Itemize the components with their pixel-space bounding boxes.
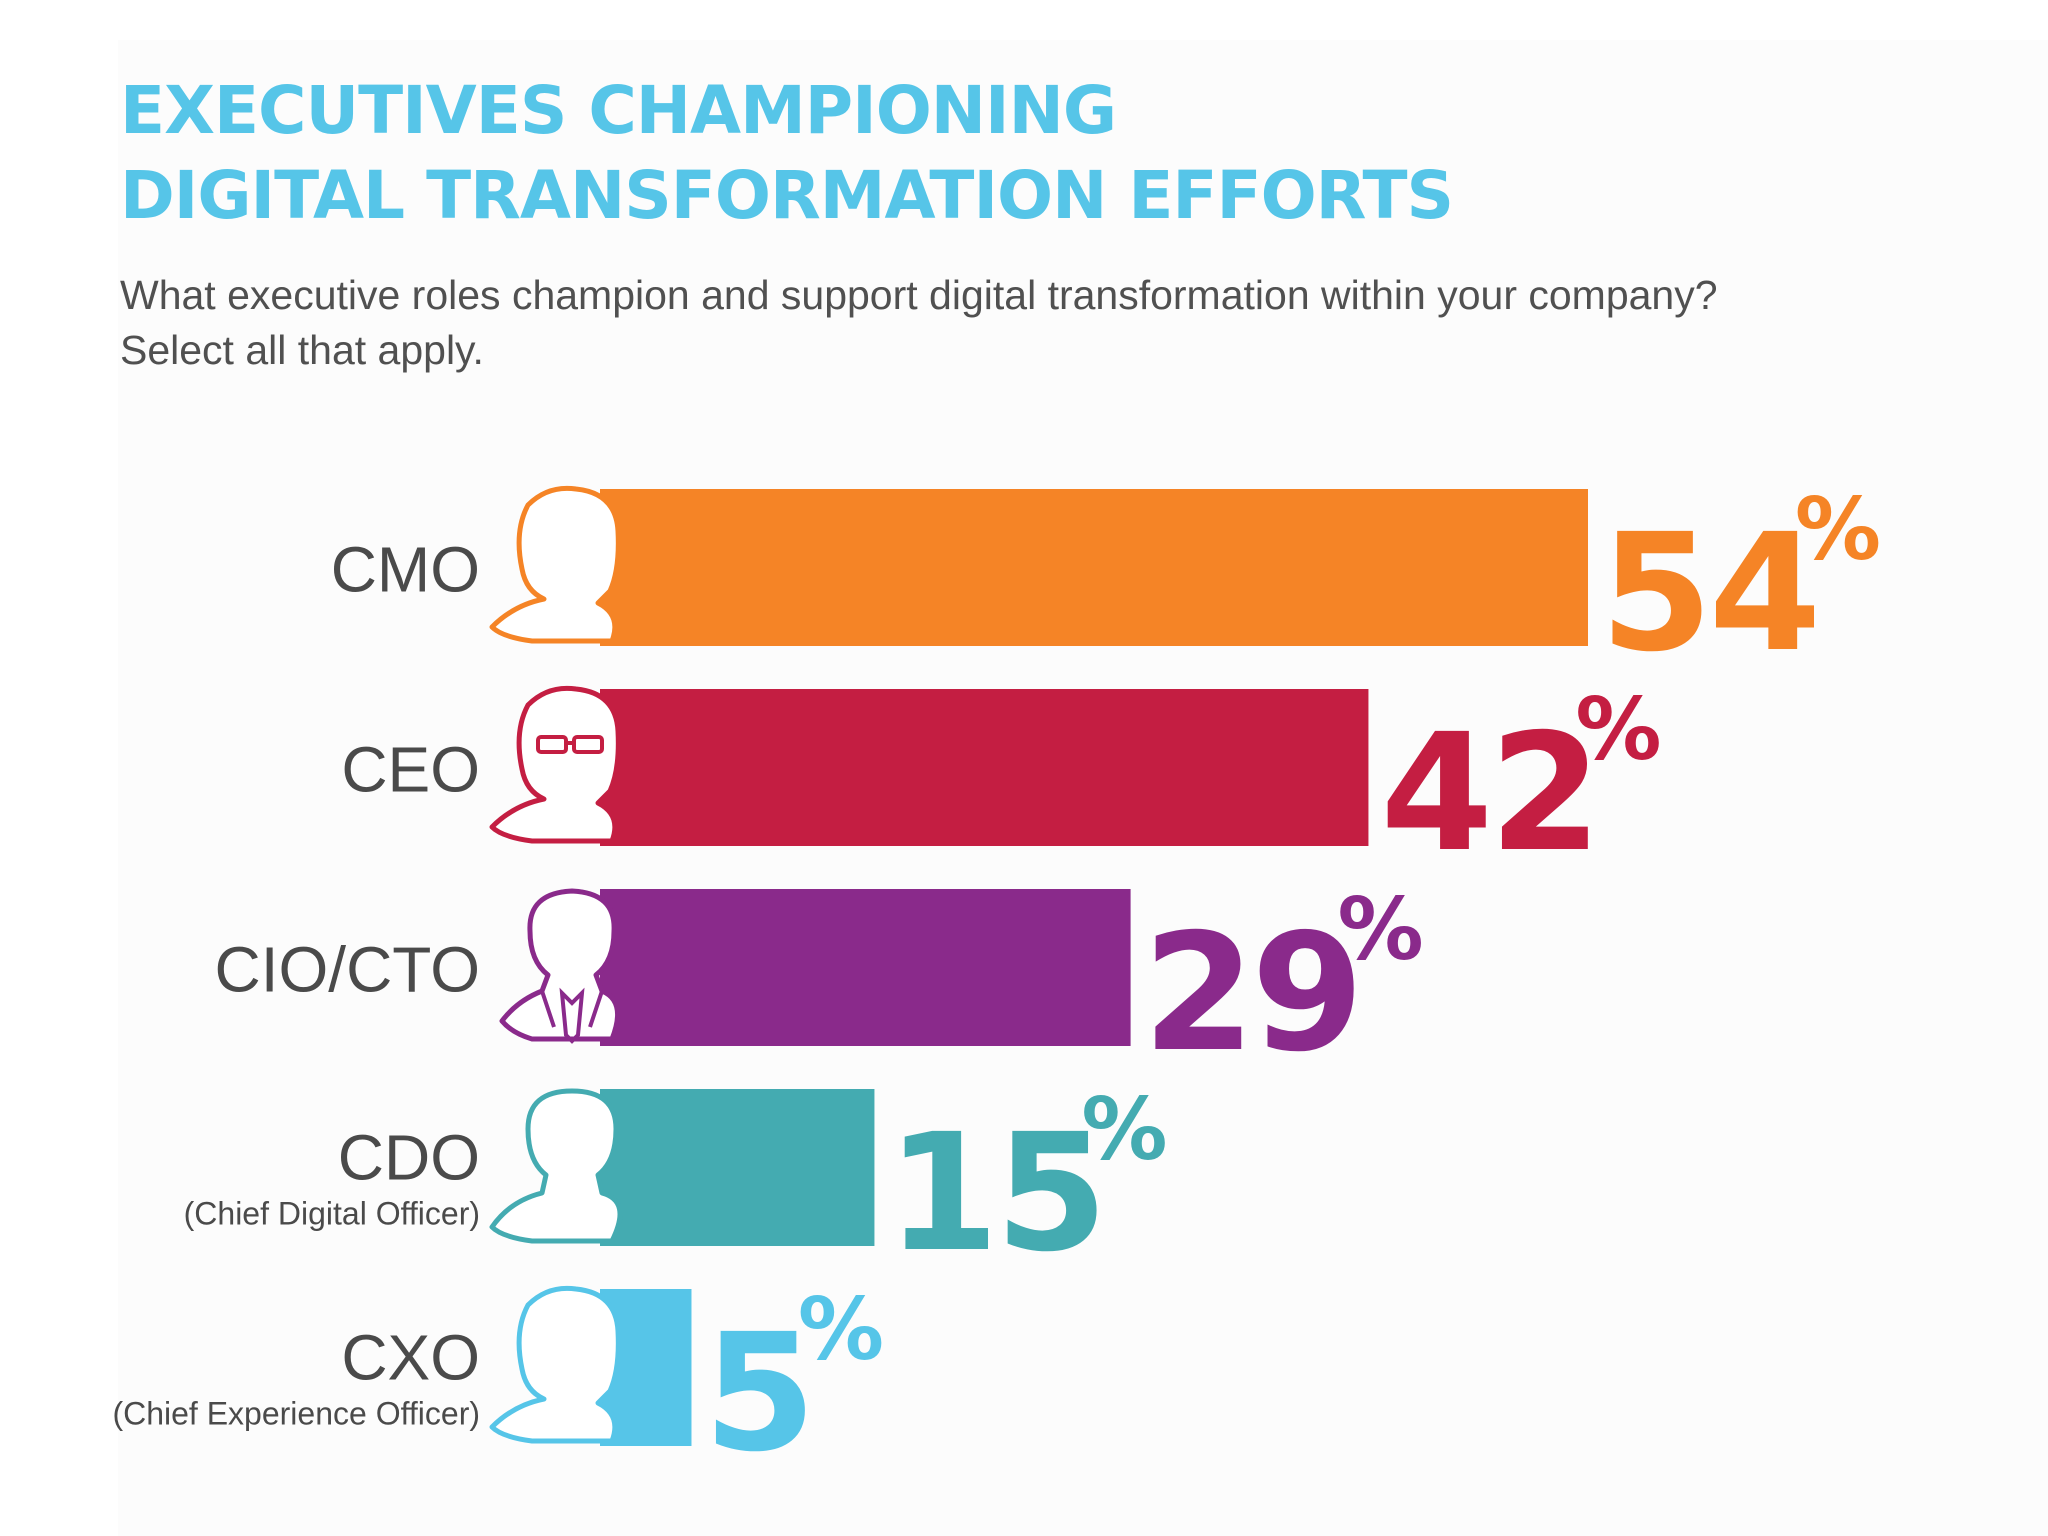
woman-icon	[489, 1285, 621, 1444]
bar-row-cxo: CXO(Chief Experience Officer) 5%	[112, 1280, 884, 1488]
icon-silhouette	[489, 685, 621, 844]
bar-row-ceo: CEO 42%	[341, 680, 1661, 888]
icon-silhouette	[489, 485, 621, 644]
chart-title-line-1: EXECUTIVES CHAMPIONING	[120, 72, 1117, 149]
value-label: 42	[1380, 700, 1597, 888]
icon-silhouette	[489, 1088, 623, 1244]
percent-sign: %	[798, 1280, 884, 1380]
value-label: 5	[703, 1300, 812, 1488]
value-label: 29	[1143, 900, 1360, 1088]
category-label: CIO/CTO	[215, 934, 481, 1006]
percent-sign: %	[1795, 480, 1881, 580]
category-sublabel: (Chief Digital Officer)	[184, 1196, 480, 1232]
woman-icon	[489, 485, 621, 644]
icon-silhouette	[489, 1285, 621, 1444]
man-suit-icon	[499, 888, 621, 1044]
necktie	[559, 987, 585, 1044]
man-icon	[489, 1088, 623, 1244]
icon-silhouette	[499, 888, 621, 1042]
category-label: CEO	[341, 734, 480, 806]
chart-title-line-2: DIGITAL TRANSFORMATION EFFORTS	[120, 157, 1454, 234]
woman-glasses-icon	[489, 685, 621, 844]
bar-row-cmo: CMO 54%	[331, 480, 1881, 688]
bar-row-cdo: CDO(Chief Digital Officer) 15%	[184, 1080, 1168, 1288]
percent-sign: %	[1575, 680, 1661, 780]
chart-subtitle-line-2: Select all that apply.	[120, 327, 484, 373]
bar	[600, 689, 1369, 846]
category-label: CMO	[331, 534, 480, 606]
chart-subtitle-line-1: What executive roles champion and suppor…	[120, 272, 1718, 318]
bar	[600, 889, 1131, 1046]
bar-row-cio-cto: CIO/CTO 29%	[215, 880, 1424, 1088]
bar	[600, 489, 1588, 646]
suit-lapels	[540, 990, 604, 1028]
percent-sign: %	[1337, 880, 1423, 980]
value-label: 54	[1600, 500, 1817, 688]
category-label: CXO	[341, 1322, 480, 1394]
percent-sign: %	[1081, 1080, 1167, 1180]
category-label: CDO	[338, 1122, 480, 1194]
category-sublabel: (Chief Experience Officer)	[112, 1396, 480, 1432]
value-label: 15	[886, 1100, 1103, 1288]
bar	[600, 1089, 875, 1246]
